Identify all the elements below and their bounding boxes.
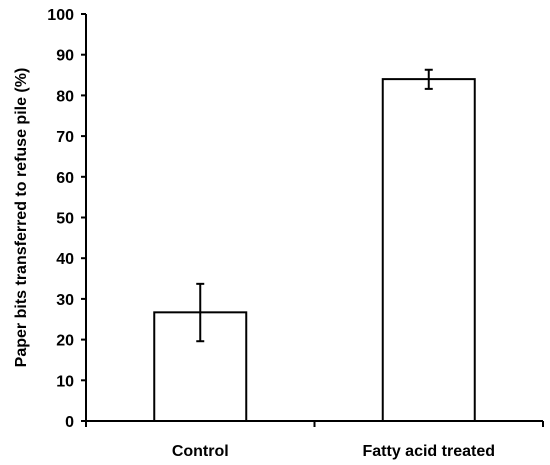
error-bar: [424, 68, 433, 90]
y-tick-label: 0: [65, 414, 74, 431]
error-bars: [196, 68, 433, 343]
bars: [153, 78, 476, 423]
bar: [381, 78, 476, 423]
y-tick-label: 20: [56, 333, 74, 350]
y-tick-label: 60: [56, 170, 74, 187]
y-tick-label: 50: [56, 211, 74, 228]
x-category-label: Control: [172, 443, 229, 460]
y-tick-label: 90: [56, 48, 74, 65]
y-tick-label: 10: [56, 373, 74, 390]
y-tick-label: 100: [47, 7, 74, 24]
x-category-label: Fatty acid treated: [363, 443, 495, 460]
x-axis-labels: Control Fatty acid treated: [85, 421, 544, 460]
y-tick-label: 80: [56, 88, 74, 105]
y-axis-ticks: 0 10 20 30 40 50 60 70 80 90 100: [47, 7, 86, 431]
y-tick-label: 40: [56, 251, 74, 268]
y-tick-label: 70: [56, 129, 74, 146]
y-tick-label: 30: [56, 292, 74, 309]
y-axis-title: Paper bits transferred to refuse pile (%…: [13, 68, 30, 368]
error-bar: [196, 282, 205, 343]
